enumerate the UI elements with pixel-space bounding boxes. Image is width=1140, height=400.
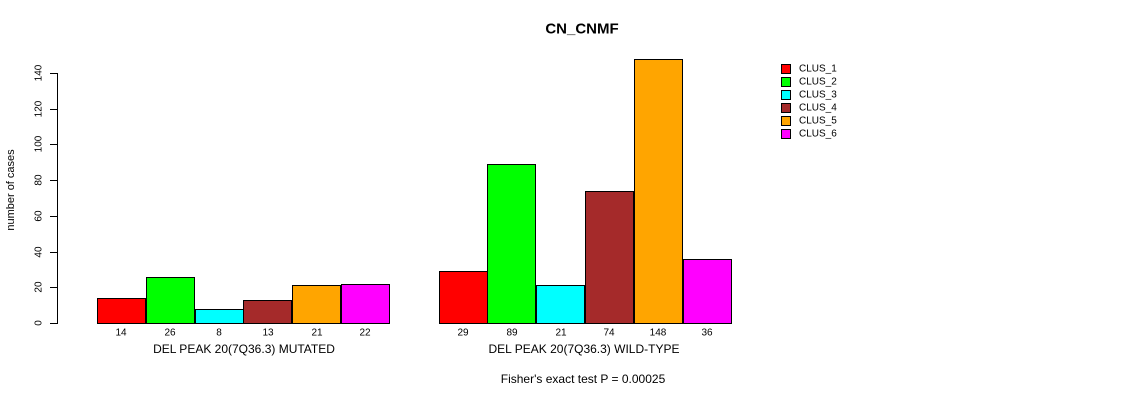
- bar-clus_2-wild-type: [487, 164, 536, 324]
- legend-label: CLUS_4: [799, 102, 837, 114]
- y-axis-tick: [50, 73, 57, 74]
- y-axis-tick-label: 40: [33, 246, 45, 258]
- y-axis-tick: [50, 252, 57, 253]
- y-axis-tick: [50, 180, 57, 181]
- bar-value-label: 13: [262, 327, 274, 339]
- y-axis-tick-label: 100: [33, 135, 45, 153]
- fisher-test-annotation: Fisher's exact test P = 0.00025: [500, 372, 666, 386]
- bar-value-label: 74: [603, 327, 615, 339]
- bar-clus_2-mutated: [146, 277, 195, 324]
- bar-value-label: 14: [115, 327, 127, 339]
- bar-clus_3-wild-type: [536, 285, 585, 324]
- y-axis-tick-label: 20: [33, 281, 45, 293]
- bar-clus_1-wild-type: [439, 271, 488, 324]
- y-axis-tick: [50, 287, 57, 288]
- y-axis-line: [57, 73, 58, 324]
- legend-label: CLUS_2: [799, 76, 837, 88]
- bar-value-label: 21: [311, 327, 323, 339]
- legend-label: CLUS_3: [799, 89, 837, 101]
- bar-value-label: 26: [164, 327, 176, 339]
- legend-label: CLUS_1: [799, 63, 837, 75]
- y-axis-tick-label: 60: [33, 210, 45, 222]
- legend-color-swatch: [781, 77, 791, 87]
- bar-value-label: 21: [555, 327, 567, 339]
- y-axis-tick-label: 140: [33, 64, 45, 82]
- bar-clus_4-mutated: [243, 300, 292, 324]
- group-label-wild-type: DEL PEAK 20(7Q36.3) WILD-TYPE: [488, 342, 680, 356]
- legend-color-swatch: [781, 129, 791, 139]
- legend-color-swatch: [781, 103, 791, 113]
- y-axis-tick: [50, 144, 57, 145]
- legend-color-swatch: [781, 116, 791, 126]
- chart-title: CN_CNMF: [545, 20, 619, 38]
- bar-clus_6-mutated: [341, 284, 390, 324]
- bar-clus_4-wild-type: [585, 191, 634, 324]
- legend-label: CLUS_5: [799, 115, 837, 127]
- y-axis-tick-label: 0: [33, 320, 45, 326]
- bar-clus_5-wild-type: [634, 59, 683, 324]
- bar-clus_1-mutated: [97, 298, 146, 324]
- y-axis-tick: [50, 323, 57, 324]
- bar-value-label: 8: [216, 327, 222, 339]
- bar-value-label: 29: [457, 327, 469, 339]
- legend-color-swatch: [781, 90, 791, 100]
- bar-clus_3-mutated: [195, 309, 244, 324]
- y-axis-tick: [50, 216, 57, 217]
- bar-value-label: 22: [359, 327, 371, 339]
- group-label-mutated: DEL PEAK 20(7Q36.3) MUTATED: [153, 342, 335, 356]
- bar-value-label: 148: [649, 327, 667, 339]
- bar-clus_6-wild-type: [683, 259, 732, 324]
- legend-color-swatch: [781, 64, 791, 74]
- y-axis-tick-label: 80: [33, 174, 45, 186]
- y-axis-label: number of cases: [5, 149, 17, 231]
- y-axis-tick-label: 120: [33, 100, 45, 118]
- bar-value-label: 36: [701, 327, 713, 339]
- bar-value-label: 89: [506, 327, 518, 339]
- y-axis-tick: [50, 109, 57, 110]
- legend-label: CLUS_6: [799, 128, 837, 140]
- bar-clus_5-mutated: [292, 285, 341, 324]
